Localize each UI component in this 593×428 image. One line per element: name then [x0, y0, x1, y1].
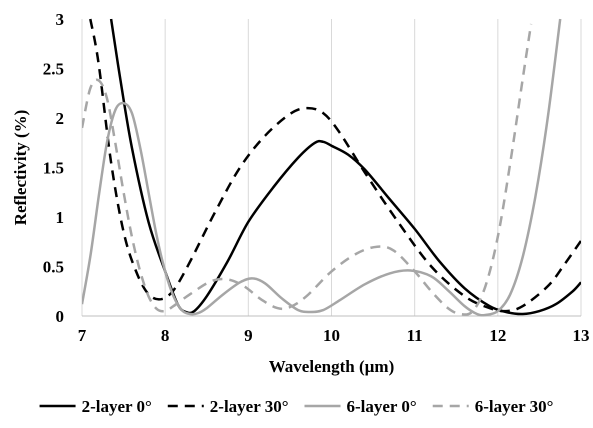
x-tick-label: 10 [323, 326, 340, 345]
legend-item: 2-layer 30° [167, 397, 289, 416]
series-line-2 [82, 18, 562, 317]
x-axis-title: Wavelength (µm) [269, 357, 394, 376]
x-tick-label: 13 [573, 326, 590, 345]
legend-label: 2-layer 30° [210, 397, 289, 416]
legend-item: 6-layer 0° [304, 397, 417, 416]
grid [81, 19, 582, 316]
y-tick-label: 0 [56, 307, 65, 326]
x-tick-label: 7 [78, 326, 87, 345]
x-tick-label: 8 [161, 326, 170, 345]
x-tick-label: 9 [244, 326, 253, 345]
y-tick-label: 0.5 [43, 258, 64, 277]
y-tick-label: 2 [56, 109, 65, 128]
legend-item: 2-layer 0° [39, 397, 152, 416]
legend-label: 6-layer 30° [475, 397, 554, 416]
y-tick-label: 3 [56, 10, 65, 29]
legend-item: 6-layer 30° [432, 397, 554, 416]
x-tick-label: 11 [407, 326, 423, 345]
y-axis-title: Reflectivity (%) [11, 110, 30, 226]
series-line-1 [89, 18, 581, 313]
x-tick-label: 12 [489, 326, 506, 345]
legend: 2-layer 0° 2-layer 30° 6-layer 0° 6-layer 3… [39, 397, 554, 416]
legend-label: 6-layer 0° [347, 397, 417, 416]
y-tick-label: 1 [56, 208, 65, 227]
y-tick-labels: 0 0.5 1 1.5 2 2.5 3 [43, 10, 64, 326]
legend-label: 2-layer 0° [82, 397, 152, 416]
x-tick-labels: 7 8 9 10 11 12 13 [78, 326, 590, 345]
y-tick-label: 1.5 [43, 159, 64, 178]
y-tick-label: 2.5 [43, 60, 64, 79]
series-lines [82, 18, 581, 317]
series-line-3 [82, 23, 533, 316]
